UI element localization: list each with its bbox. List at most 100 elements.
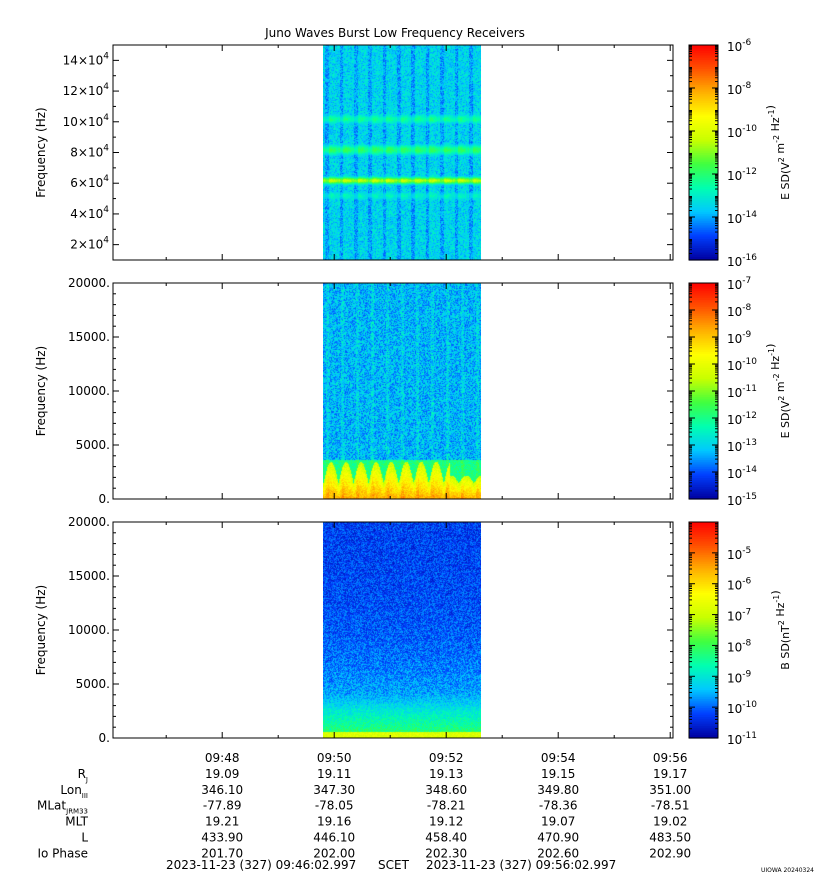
ephemeris-table: 09:48 09:50 09:52 09:54 09:56 RJ 19.09 19.11 19.…: [37, 751, 691, 860]
colorbar-segment: [689, 337, 718, 340]
colorbar-segment: [689, 211, 718, 215]
colorbar-segment: [689, 306, 718, 309]
colorbar-segment: [689, 84, 718, 87]
colorbar-segment: [689, 53, 718, 57]
colorbar-segment: [689, 157, 718, 161]
colorbar-segment: [689, 703, 718, 707]
colorbar-segment: [689, 385, 718, 388]
colorbar-segment: [689, 225, 718, 229]
colorbar-segment: [689, 495, 718, 498]
colorbar-tick-label: 10-5: [727, 546, 751, 562]
y-tick-label: 15000.: [68, 569, 110, 583]
colorbar-segment: [689, 599, 718, 602]
colorbar-segment: [689, 622, 718, 626]
colorbar-segment: [689, 667, 718, 671]
colorbar-segment: [689, 608, 718, 611]
colorbar-segment: [689, 376, 718, 379]
colorbar-segment: [689, 222, 718, 225]
colorbar-segment: [689, 673, 718, 676]
colorbar-segment: [689, 288, 718, 291]
colorbar: 10-5 10-6 10-7 10-8 10-9 10-10 10-11 B SD(nT2 H…: [688, 521, 792, 747]
colorbar-label: B SD(nT2 Hz-1): [769, 590, 792, 669]
y-tick-label: 4×104: [70, 205, 109, 221]
colorbar-segment: [689, 374, 718, 378]
colorbar-segment: [689, 563, 718, 566]
colorbar-segment: [689, 603, 718, 606]
ephemeris-value: 470.90: [537, 831, 579, 845]
y-tick-label: 2×104: [70, 236, 109, 252]
colorbar-segment: [689, 400, 718, 403]
colorbar-segment: [689, 680, 718, 683]
colorbar-segment: [689, 181, 718, 184]
colorbar-segment: [689, 541, 718, 545]
colorbar-segment: [689, 576, 718, 579]
ephemeris-row: L 433.90 446.10 458.40 470.90 483.50: [81, 831, 691, 845]
colorbar-segment: [689, 684, 718, 687]
colorbar-segment: [689, 412, 718, 415]
ephemeris-value: 483.50: [649, 831, 691, 845]
colorbar-segment: [689, 134, 718, 137]
colorbar-segment: [689, 188, 718, 191]
colorbar-segment: [689, 558, 718, 561]
colorbar-segment: [689, 394, 718, 397]
colorbar-segment: [689, 445, 718, 448]
colorbar-segment: [689, 685, 718, 689]
colorbar-segment: [689, 80, 718, 84]
colorbar-segment: [689, 621, 718, 624]
colorbar-segment: [689, 430, 718, 433]
colorbar-segment: [689, 481, 718, 484]
ephemeris-value: -77.89: [203, 799, 242, 813]
colorbar-segment: [689, 651, 718, 654]
colorbar-segment: [689, 721, 718, 725]
colorbar-segment: [689, 694, 718, 698]
colorbar-segment: [689, 249, 718, 252]
colorbar-segment: [689, 619, 718, 622]
colorbar-segment: [689, 138, 718, 141]
colorbar-segment: [689, 129, 718, 132]
colorbar-segment: [689, 477, 718, 480]
colorbar-segment: [689, 156, 718, 159]
colorbar-segment: [689, 64, 718, 68]
colorbar-segment: [689, 233, 718, 236]
colorbar-tick-label: 10-6: [727, 38, 752, 54]
colorbar-segment: [689, 104, 718, 107]
colorbar-segment: [689, 567, 718, 570]
colorbar-segment: [689, 186, 718, 189]
colorbar-segment: [689, 301, 718, 304]
colorbar-segment: [689, 315, 718, 318]
ephemeris-value: 19.16: [317, 815, 351, 829]
colorbar-segment: [689, 617, 718, 620]
colorbar-segment: [689, 693, 718, 696]
colorbar-segment: [689, 461, 718, 464]
colorbar-segment: [689, 174, 718, 177]
colorbar-segment: [689, 75, 718, 78]
colorbar-segment: [689, 725, 718, 728]
colorbar-segment: [689, 490, 718, 493]
colorbar-segment: [689, 340, 718, 343]
colorbar-segment: [689, 242, 718, 245]
colorbar-segment: [689, 351, 718, 354]
colorbar-segment: [689, 700, 718, 703]
colorbar-segment: [689, 410, 718, 414]
time-axis-label: 09:50: [317, 751, 352, 765]
colorbar-segment: [689, 475, 718, 478]
colorbar-segment: [689, 136, 718, 139]
time-range-start: 2023-11-23 (327) 09:46:02.997: [166, 858, 356, 872]
colorbar-tick-label: 10-14: [727, 210, 757, 226]
colorbar-segment: [689, 414, 718, 417]
colorbar-segment: [689, 310, 718, 313]
colorbar-segment: [689, 197, 718, 200]
colorbar-segment: [689, 682, 718, 685]
colorbar-segment: [689, 432, 718, 435]
colorbar-segment: [689, 190, 718, 193]
colorbar-segment: [689, 349, 718, 352]
colorbar-segment: [689, 556, 718, 559]
colorbar-segment: [689, 329, 718, 333]
spectrogram-panel-1: 14×104 12×104 10×104 8×104 6×104 4×104 2×104 Fr…: [34, 38, 792, 269]
colorbar-segment: [689, 159, 718, 163]
ephemeris-value: 201.70: [201, 846, 243, 860]
colorbar-segment: [689, 163, 718, 166]
colorbar-segment: [689, 215, 718, 218]
colorbar-segment: [689, 322, 718, 325]
colorbar-segment: [689, 295, 718, 298]
